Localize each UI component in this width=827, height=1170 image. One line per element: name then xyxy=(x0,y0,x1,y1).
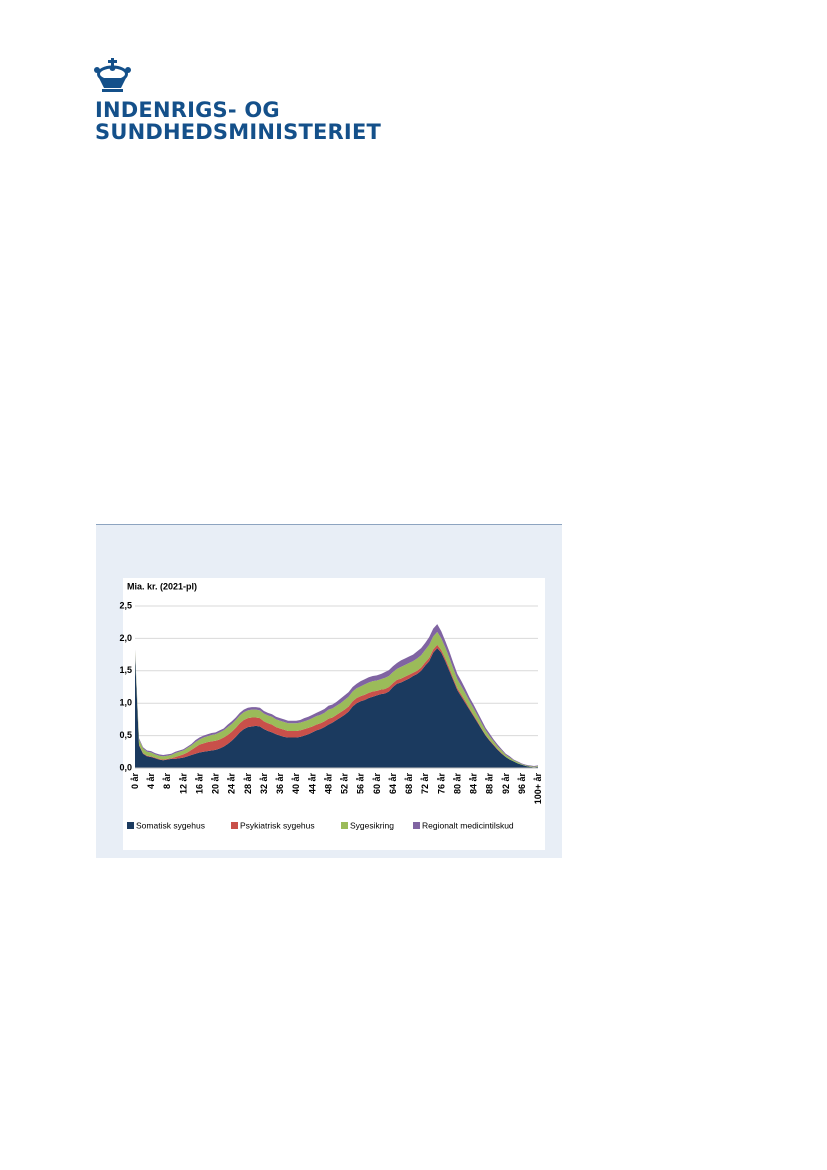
x-tick-label: 100+ år xyxy=(533,773,543,805)
y-tick-label: 1,5 xyxy=(119,665,132,675)
x-tick-label: 64 år xyxy=(388,773,398,795)
x-tick-label: 20 år xyxy=(211,773,221,795)
x-tick-label: 32 år xyxy=(259,773,269,795)
x-tick-label: 48 år xyxy=(323,773,333,795)
y-axis-label: Mia. kr. (2021-pl) xyxy=(127,581,197,591)
x-tick-label: 44 år xyxy=(307,773,317,795)
x-tick-label: 72 år xyxy=(420,773,430,795)
x-tick-label: 12 år xyxy=(178,773,188,795)
legend-swatch xyxy=(341,822,348,829)
x-tick-label: 16 år xyxy=(194,773,204,795)
legend-label: Psykiatrisk sygehus xyxy=(240,820,315,830)
x-tick-label: 68 år xyxy=(404,773,414,795)
x-tick-label: 60 år xyxy=(372,773,382,795)
y-tick-label: 2,5 xyxy=(119,600,132,610)
y-tick-label: 2,0 xyxy=(119,633,132,643)
x-tick-label: 92 år xyxy=(501,773,511,795)
y-tick-label: 0,0 xyxy=(119,762,132,772)
x-tick-label: 88 år xyxy=(485,773,495,795)
x-tick-label: 24 år xyxy=(227,773,237,795)
x-tick-label: 8 år xyxy=(162,773,172,790)
x-tick-label: 36 år xyxy=(275,773,285,795)
chart: Mia. kr. (2021-pl) 0,0 0,5 1,0 1,5 2,0 2,5 0 å… xyxy=(96,524,562,858)
x-tick-label: 56 år xyxy=(356,773,366,795)
y-tick-label: 1,0 xyxy=(119,698,132,708)
x-tick-label: 80 år xyxy=(452,773,462,795)
x-tick-label: 28 år xyxy=(243,773,253,795)
ministry-name: SUNDHEDSMINISTERIET xyxy=(95,120,382,144)
x-tick-label: 76 år xyxy=(436,773,446,795)
legend-label: Sygesikring xyxy=(350,820,394,830)
legend-swatch xyxy=(231,822,238,829)
y-tick-label: 0,5 xyxy=(119,730,132,740)
legend-swatch xyxy=(127,822,134,829)
x-tick-label: 52 år xyxy=(340,773,350,795)
x-tick-label: 40 år xyxy=(291,773,301,795)
x-tick-label: 84 år xyxy=(469,773,479,795)
ministry-name: INDENRIGS- OG xyxy=(95,98,280,122)
legend-label: Somatisk sygehus xyxy=(136,820,205,830)
area xyxy=(135,648,538,768)
area xyxy=(135,644,538,768)
legend-label: Regionalt medicintilskud xyxy=(422,820,514,830)
x-tick-label: 96 år xyxy=(517,773,527,795)
x-tick-label: 0 år xyxy=(130,773,140,790)
area xyxy=(135,631,538,768)
legend-swatch xyxy=(413,822,420,829)
x-tick-label: 4 år xyxy=(146,773,156,790)
crown-logo xyxy=(94,58,131,92)
area xyxy=(135,624,538,767)
